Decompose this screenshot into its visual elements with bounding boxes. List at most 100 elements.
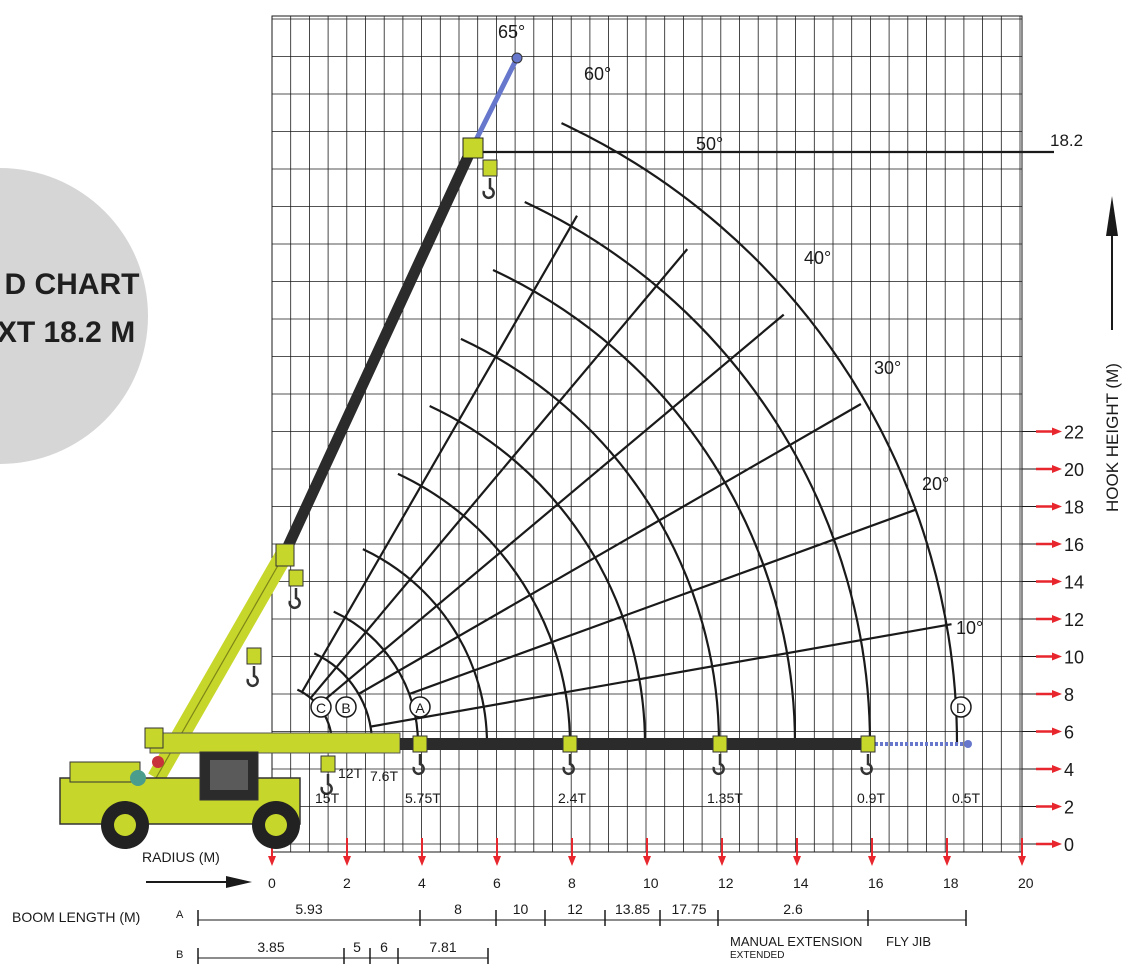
y-tick-arrowhead <box>1052 840 1062 848</box>
angle-ray <box>408 508 917 696</box>
hook-arc <box>313 652 374 745</box>
boom-angle-rays <box>301 215 952 728</box>
boom-length-row-b: 3.85 5 6 7.81 <box>197 939 489 964</box>
x-tick-arrowhead <box>1018 856 1026 866</box>
boom-length-value: 8 <box>454 901 462 917</box>
x-tick-label: 18 <box>943 875 959 891</box>
chart-grid <box>271 15 1023 853</box>
badge-line-2: XT 18.2 M <box>0 316 135 349</box>
load-label-0-9t: 0.9T <box>857 790 885 806</box>
station-c-letter: C <box>316 700 326 716</box>
y-tick-label: 14 <box>1064 573 1084 593</box>
x-tick-label: 8 <box>568 875 576 891</box>
radius-axis: 0 2 4 6 8 10 12 14 16 18 20 <box>268 838 1034 891</box>
angle-label-40: 40° <box>804 248 831 268</box>
hook-arc <box>333 610 420 745</box>
boom-length-value: 10 <box>513 901 529 917</box>
hook-block <box>860 735 876 753</box>
chart-badge <box>0 168 148 464</box>
x-tick-label: 10 <box>643 875 659 891</box>
hook-block <box>562 735 578 753</box>
hook-icon <box>712 754 725 776</box>
x-tick-label: 12 <box>718 875 734 891</box>
x-tick-label: 6 <box>493 875 501 891</box>
crane-vehicle <box>59 727 301 849</box>
hook-icon <box>482 178 495 200</box>
boom-length-row-a: 5.93 8 10 12 13.85 17.75 2.6 <box>197 901 967 926</box>
hook-block <box>712 735 728 753</box>
manual-extension-label: MANUAL EXTENSION <box>730 934 862 949</box>
boom-length-value: 5.93 <box>295 901 322 917</box>
boom-length-label: BOOM LENGTH (M) <box>12 909 140 925</box>
angle-label-10: 10° <box>956 618 983 638</box>
angle-ray <box>317 313 785 707</box>
x-tick-arrowhead <box>343 856 351 866</box>
horizontal-boom-base <box>149 732 401 754</box>
load-label-0-5t: 0.5T <box>952 790 980 806</box>
front-hub <box>114 814 136 836</box>
boom-length-value: 6 <box>380 939 388 955</box>
x-tick-label: 4 <box>418 875 426 891</box>
y-tick-label: 2 <box>1064 798 1074 818</box>
station-c: C <box>310 696 332 718</box>
x-tick-arrowhead <box>418 856 426 866</box>
y-tick-arrowhead <box>1052 802 1062 811</box>
angle-label-60: 60° <box>584 64 611 84</box>
hook-block <box>288 569 304 587</box>
hook-arc <box>397 472 572 745</box>
extended-label: EXTENDED <box>730 950 784 961</box>
engine-hood <box>69 761 141 783</box>
y-tick-label: 8 <box>1064 685 1074 705</box>
hook-arc <box>362 548 489 745</box>
station-d: D <box>950 696 972 718</box>
boom-joint <box>275 543 295 567</box>
hook-height-axis: 0 2 4 6 8 10 12 14 16 18 20 22 <box>1022 423 1084 855</box>
load-label-12t: 12T <box>338 765 363 781</box>
x-tick-arrowhead <box>868 856 876 866</box>
y-tick-label: 10 <box>1064 648 1084 668</box>
x-tick-arrowhead <box>493 856 501 866</box>
station-d-letter: D <box>956 700 966 716</box>
station-b: B <box>335 696 357 718</box>
horizontal-boom <box>400 738 870 750</box>
angle-label-30: 30° <box>874 358 901 378</box>
boom-length-value: 2.6 <box>783 901 803 917</box>
load-label-1-35t: 1.35T <box>707 790 743 806</box>
hook-arcs <box>296 122 959 745</box>
boom-length-value: 7.81 <box>429 939 456 955</box>
angle-ray <box>358 403 862 695</box>
hook-arc <box>429 404 647 745</box>
boom-length-value: 13.85 <box>615 901 650 917</box>
jib-tip <box>511 52 523 64</box>
x-tick-arrowhead <box>718 856 726 866</box>
hook-icon <box>860 754 873 776</box>
boom-length-value: 3.85 <box>257 939 284 955</box>
height-arrow-head <box>1106 196 1118 236</box>
y-tick-label: 16 <box>1064 535 1084 555</box>
angle-label-50: 50° <box>696 134 723 154</box>
angle-ray <box>301 215 578 693</box>
hook-arc <box>492 269 797 745</box>
x-tick-arrowhead <box>568 856 576 866</box>
y-tick-label: 20 <box>1064 460 1084 480</box>
boom-length-value: 17.75 <box>671 901 706 917</box>
max-height-label: 18.2 <box>1050 131 1083 150</box>
hook-icon <box>412 754 425 776</box>
fly-jib-label: FLY JIB <box>886 934 931 949</box>
angle-ray <box>309 248 689 699</box>
boom-length-value: 12 <box>567 901 583 917</box>
y-tick-label: 12 <box>1064 610 1084 630</box>
cab-window <box>210 760 248 790</box>
hook-icon <box>320 774 333 796</box>
x-tick-arrowhead <box>643 856 651 866</box>
hook-block <box>246 647 262 665</box>
badge-line-1: D CHART <box>5 268 140 301</box>
row-a-label: A <box>176 909 184 921</box>
x-tick-arrowhead <box>268 856 276 866</box>
rear-hub <box>265 814 287 836</box>
y-tick-arrowhead <box>1052 465 1062 473</box>
hook-arc <box>524 201 872 745</box>
radius-arrow-head <box>226 876 252 888</box>
